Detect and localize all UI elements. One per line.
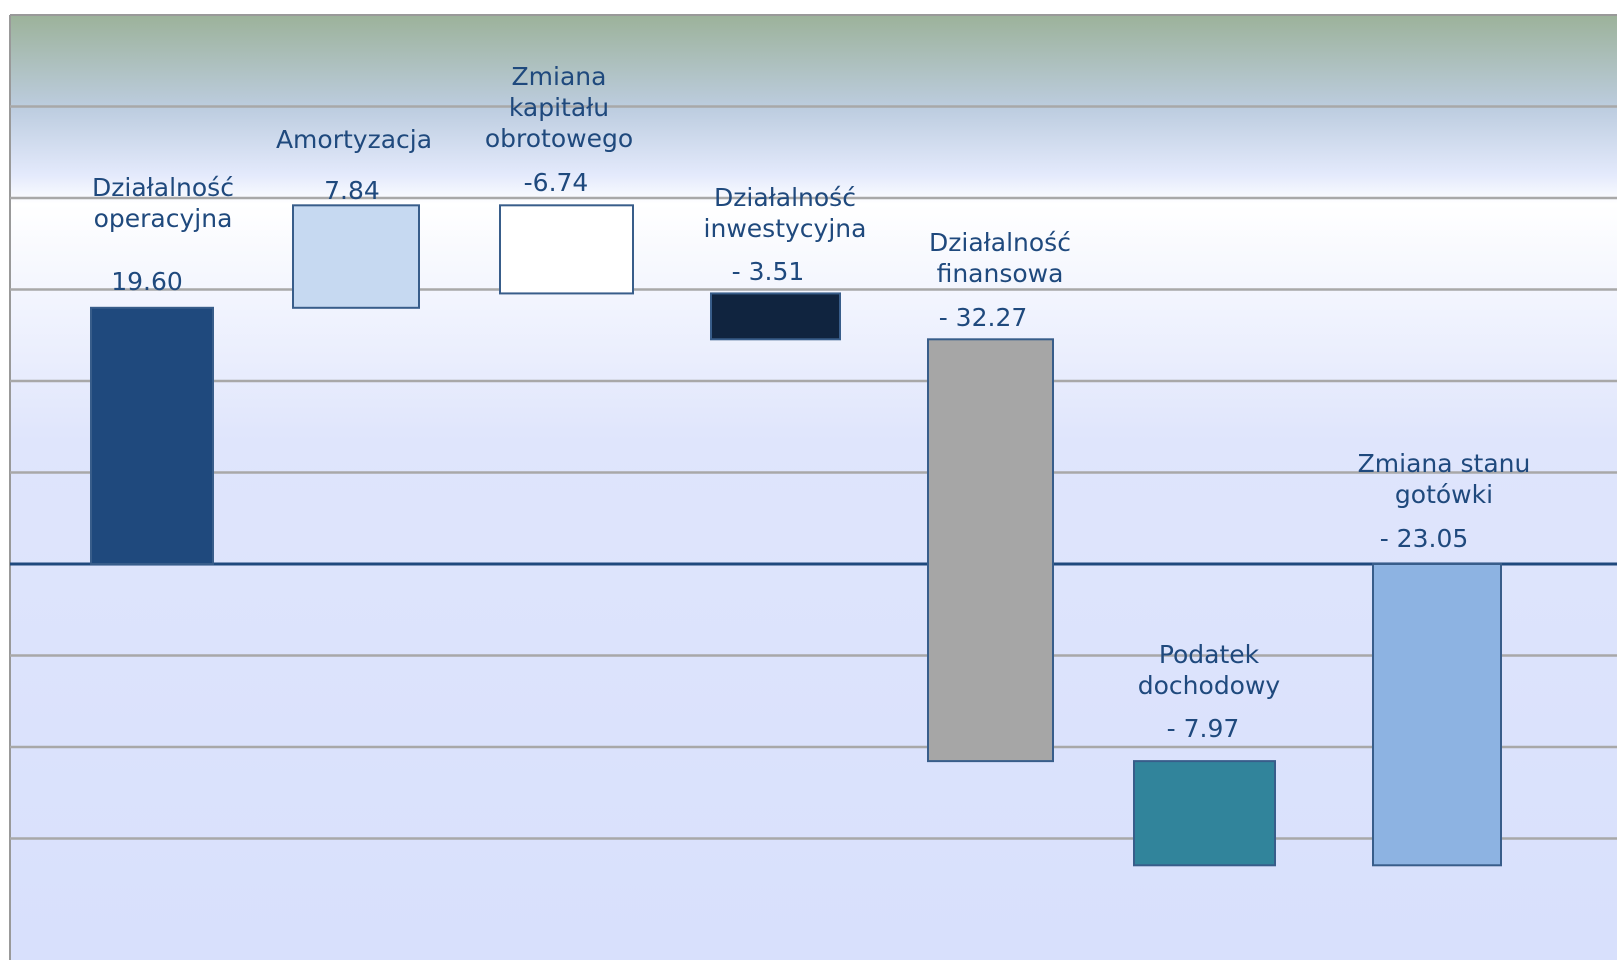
plot-background bbox=[10, 15, 1617, 960]
value-label: - 23.05 bbox=[1379, 524, 1469, 553]
category-label: Podatek dochodowy bbox=[1137, 640, 1281, 700]
category-label: Działalność inwestycyjna bbox=[703, 183, 867, 243]
bar bbox=[710, 292, 841, 341]
category-label: Zmiana kapitału obrotowego bbox=[484, 62, 634, 153]
category-label: Działalność operacyjna bbox=[92, 173, 234, 233]
bar bbox=[90, 306, 214, 565]
value-label: - 32.27 bbox=[938, 303, 1028, 332]
category-label: Zmiana stanu gotówki bbox=[1357, 449, 1531, 509]
value-label: - 3.51 bbox=[731, 257, 805, 286]
category-label: Amortyzacja bbox=[275, 125, 433, 154]
value-label: - 7.97 bbox=[1166, 714, 1240, 743]
value-label: 7.84 bbox=[324, 176, 380, 205]
bar bbox=[499, 204, 634, 295]
category-label: Działalność finansowa bbox=[929, 228, 1071, 288]
bar bbox=[292, 204, 420, 309]
bar bbox=[1372, 563, 1502, 867]
bar bbox=[927, 338, 1054, 763]
value-label: 19.60 bbox=[111, 267, 183, 296]
bar bbox=[1133, 760, 1276, 867]
value-label: -6.74 bbox=[523, 168, 589, 197]
